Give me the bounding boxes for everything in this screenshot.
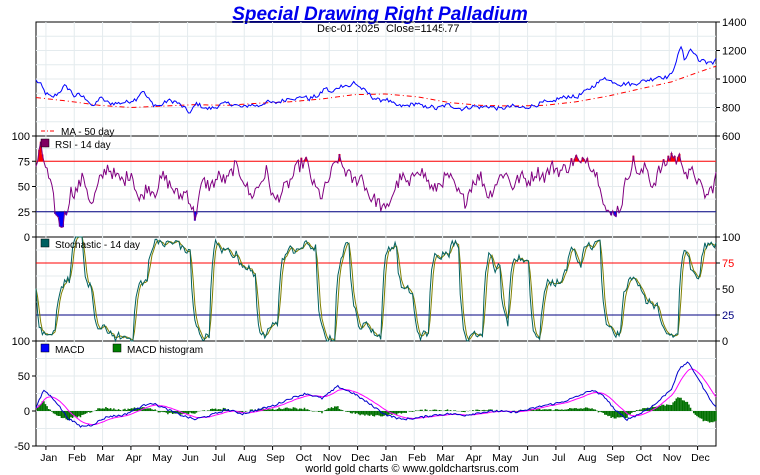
rsi-panel — [35, 141, 717, 228]
rsi-tick-label: 0 — [24, 232, 30, 244]
month-label: Oct — [636, 452, 652, 464]
rsi-tick-label: 75 — [18, 156, 30, 168]
month-label: Aug — [578, 452, 597, 464]
month-label: Apr — [466, 452, 483, 464]
month-label: Apr — [126, 452, 143, 464]
month-label: Jul — [552, 452, 565, 464]
legend-rsi-swatch — [40, 138, 50, 148]
month-label: Nov — [663, 452, 682, 464]
legend-macd-label: MACD — [55, 345, 84, 356]
month-label: Nov — [323, 452, 342, 464]
month-label: Sep — [266, 452, 285, 464]
month-label: Sep — [606, 452, 625, 464]
stoch-tick-label: 50 — [722, 284, 734, 296]
rsi-tick-label: 50 — [18, 182, 30, 194]
stoch-tick-label: 25 — [722, 310, 734, 322]
subtitle-close: Close=1145.77 — [386, 23, 460, 35]
month-label: Feb — [68, 452, 86, 464]
rsi-tick-label: 25 — [18, 207, 30, 219]
stoch-k-line — [35, 236, 717, 343]
panel-frames — [35, 21, 717, 447]
month-label: Jan — [40, 452, 57, 464]
legend-macd-hist-label: MACD histogram — [127, 345, 203, 356]
month-label: May — [152, 452, 173, 464]
price-tick-label: 800 — [722, 103, 740, 115]
rsi-line — [35, 141, 717, 228]
subtitle-year: 2025 — [355, 23, 379, 35]
month-label: Mar — [436, 452, 455, 464]
month-label: Oct — [296, 452, 312, 464]
price-tick-label: 1400 — [722, 17, 746, 29]
chart-title: Special Drawing Right Palladium — [232, 4, 528, 25]
legend-macd-hist-swatch — [112, 343, 122, 353]
price-tick-label: 1200 — [722, 46, 746, 58]
stoch-tick-label: 100 — [722, 232, 740, 244]
month-label: Dec — [351, 452, 370, 464]
stoch-tick-label: 0 — [722, 336, 728, 348]
macd-line — [35, 361, 717, 428]
rsi-tick-label: 100 — [12, 131, 30, 143]
stoch-d-line — [35, 236, 717, 342]
macd-tick-label: 50 — [18, 371, 30, 383]
price-tick-label: 1000 — [722, 74, 746, 86]
legend-rsi-label: RSI - 14 day — [55, 140, 111, 151]
price-line — [35, 45, 717, 114]
subtitle-date: Dec-01 — [317, 23, 352, 35]
price-panel — [35, 45, 717, 114]
month-label: Jun — [182, 452, 199, 464]
price-tick-label: 600 — [722, 131, 740, 143]
macd-signal-line — [35, 368, 717, 426]
macd-tick-label: 100 — [12, 336, 30, 348]
macd-tick-label: -50 — [14, 441, 30, 453]
gridlines — [36, 22, 716, 446]
macd-panel — [35, 361, 717, 428]
month-label: Dec — [691, 452, 710, 464]
month-label: Mar — [96, 452, 115, 464]
ma-50-line — [35, 65, 717, 109]
rsi-oversold-fill — [54, 211, 621, 228]
legends: MA - 50 day RSI - 14 day Stochastic - 14 d… — [40, 127, 203, 356]
month-label: Jul — [212, 452, 225, 464]
axis-labels: 60080010001200140002550751000255075100-5… — [12, 17, 747, 464]
stochastic-panel — [35, 236, 717, 343]
footer-credit: world gold charts © www.goldchartsrus.co… — [304, 463, 519, 475]
macd-tick-label: 0 — [24, 406, 30, 418]
legend-macd-swatch — [40, 343, 50, 353]
legend-stoch-label: Stochastic - 14 day — [55, 240, 140, 251]
month-label: Feb — [408, 452, 426, 464]
month-label: Aug — [238, 452, 257, 464]
month-label: May — [492, 452, 513, 464]
stoch-tick-label: 75 — [722, 258, 734, 270]
legend-stoch-swatch — [40, 238, 50, 248]
legend-ma-label: MA - 50 day — [61, 127, 114, 138]
month-label: Jun — [522, 452, 539, 464]
month-label: Jan — [380, 452, 397, 464]
